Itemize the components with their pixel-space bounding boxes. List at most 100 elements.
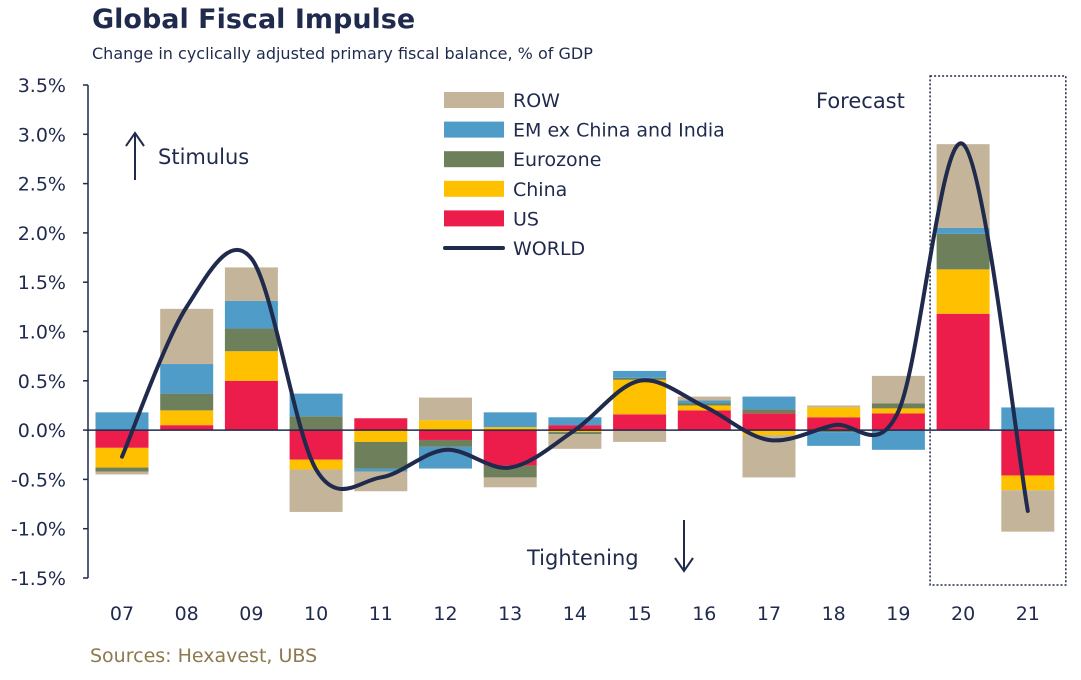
x-tick-label: 12 — [433, 603, 457, 625]
bar-segment-em-ex-china-and-india-16 — [677, 400, 731, 404]
bar-segment-us-10 — [289, 430, 343, 460]
bar-segment-eurozone-20 — [936, 233, 990, 270]
bar-segment-china-08 — [160, 410, 214, 426]
bar-segment-us-14 — [548, 425, 602, 431]
bar-segment-eurozone-18 — [807, 430, 861, 433]
bar-segment-em-ex-china-and-india-13 — [483, 412, 537, 428]
source-note: Sources: Hexavest, UBS — [90, 645, 318, 667]
bar-segment-em-ex-china-and-india-18 — [807, 432, 861, 446]
legend-label-row: ROW — [513, 90, 560, 112]
x-tick-label: 18 — [822, 603, 846, 625]
bar-segment-eurozone-11 — [354, 441, 408, 469]
bar-segment-row-13 — [483, 477, 537, 488]
bar-segment-us-15 — [613, 414, 667, 431]
forecast-region — [929, 75, 1067, 586]
bar-segment-row-19 — [871, 375, 925, 404]
bar-segment-china-17 — [742, 430, 796, 436]
bar-segment-eurozone-07 — [95, 467, 149, 472]
world-series-line — [120, 141, 1030, 513]
bar-segment-row-12 — [419, 397, 472, 421]
legend-label-em-ex-china-and-india: EM ex China and India — [513, 120, 725, 142]
bar-segment-eurozone-19 — [871, 403, 925, 409]
legend-label-china: China — [513, 179, 567, 201]
legend-label-eurozone: Eurozone — [513, 149, 601, 171]
x-tick-label: 16 — [692, 603, 716, 625]
bar-segment-eurozone-17 — [742, 409, 796, 414]
bar-segment-row-11 — [354, 471, 408, 492]
axes: -1.5% -1.0% -0.5% 0.0% 0.5% 1.0% 1.5% 2.0% 2.5% 3… — [11, 75, 1062, 625]
bar-segment-em-ex-china-and-india-11 — [354, 468, 408, 472]
legend: ROW EM ex China and India Eurozone China US W… — [443, 90, 725, 260]
y-tick-label: -1.0% — [11, 519, 66, 541]
bar-segment-china-13 — [483, 427, 537, 431]
bar-segment-china-18 — [807, 407, 861, 418]
bar-segment-us-19 — [871, 413, 925, 431]
world-line — [120, 141, 1030, 513]
x-tick-label: 11 — [369, 603, 393, 625]
bar-segment-em-ex-china-and-india-10 — [289, 393, 343, 417]
tightening-label: Tightening — [526, 546, 639, 570]
bar-segment-us-11 — [354, 418, 408, 431]
x-tick-label: 10 — [304, 603, 328, 625]
legend-swatch-eurozone — [444, 151, 504, 168]
bar-segment-china-15 — [613, 379, 667, 415]
y-tick-label: -0.5% — [11, 469, 66, 491]
legend-label-world: WORLD — [513, 238, 585, 260]
y-tick-label: 1.5% — [18, 272, 66, 294]
bar-segment-row-17 — [742, 435, 796, 478]
bar-segment-us-17 — [742, 413, 796, 431]
bar-segment-eurozone-09 — [224, 328, 278, 352]
annotations: Stimulus Tightening Forecast — [125, 89, 905, 573]
bar-segment-us-08 — [160, 425, 214, 431]
bar-segment-row-18 — [807, 405, 861, 408]
x-tick-label: 14 — [563, 603, 587, 625]
bar-segment-em-ex-china-and-india-14 — [548, 417, 602, 426]
bar-segment-china-09 — [224, 351, 278, 381]
bar-segment-china-11 — [354, 430, 408, 442]
bar-segment-eurozone-08 — [160, 393, 214, 411]
y-tick-label: -1.5% — [11, 568, 66, 590]
forecast-box — [929, 75, 1067, 586]
down-arrow-icon — [674, 520, 694, 573]
bar-segment-eurozone-10 — [289, 416, 343, 431]
chart-subtitle: Change in cyclically adjusted primary fi… — [92, 44, 593, 63]
bar-segment-row-09 — [224, 267, 278, 301]
y-tick-label: 0.0% — [18, 420, 66, 442]
bar-segment-row-15 — [613, 430, 667, 442]
x-tick-label: 13 — [498, 603, 522, 625]
bar-segment-us-12 — [419, 430, 472, 440]
y-tick-label: 2.0% — [18, 223, 66, 245]
bar-segment-em-ex-china-and-india-15 — [613, 370, 667, 378]
bar-segment-em-ex-china-and-india-19 — [871, 430, 925, 450]
x-tick-label: 07 — [110, 603, 134, 625]
y-tick-label: 3.0% — [18, 124, 66, 146]
x-tick-label: 15 — [628, 603, 652, 625]
y-tick-label: 2.5% — [18, 174, 66, 196]
y-tick-label: 0.5% — [18, 371, 66, 393]
legend-label-us: US — [513, 208, 539, 230]
bar-segment-china-10 — [289, 459, 343, 470]
bar-segment-eurozone-13 — [483, 465, 537, 478]
bar-segment-eurozone-12 — [419, 439, 472, 447]
stacked-bars — [95, 144, 1055, 532]
legend-swatch-em-ex-china-and-india — [444, 121, 504, 138]
forecast-label: Forecast — [816, 89, 905, 113]
x-tick-label: 20 — [951, 603, 975, 625]
bar-segment-row-10 — [289, 469, 343, 512]
y-tick-label: 3.5% — [18, 75, 66, 97]
bar-segment-china-12 — [419, 420, 472, 431]
bar-segment-em-ex-china-and-india-17 — [742, 396, 796, 410]
bar-segment-us-09 — [224, 380, 278, 431]
legend-swatch-us — [444, 210, 504, 227]
bar-segment-us-20 — [936, 313, 990, 431]
bar-segment-eurozone-14 — [548, 432, 602, 435]
legend-swatch-row — [444, 92, 504, 108]
x-tick-label: 17 — [757, 603, 781, 625]
bar-segment-em-ex-china-and-india-20 — [936, 227, 990, 234]
stimulus-label: Stimulus — [158, 145, 249, 169]
bar-segment-us-21 — [1001, 430, 1055, 476]
bar-segment-row-07 — [95, 471, 149, 475]
chart-title: Global Fiscal Impulse — [92, 4, 416, 35]
bar-segment-row-08 — [160, 308, 214, 365]
